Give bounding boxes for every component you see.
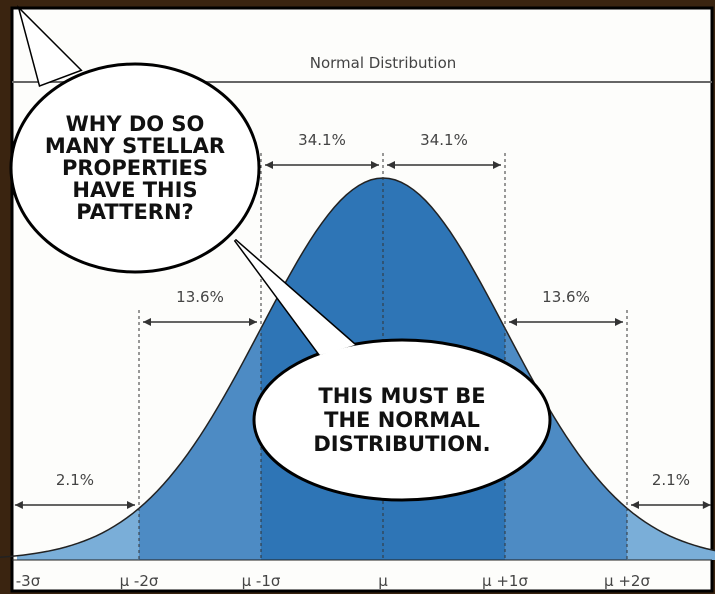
bubble-text: PROPERTIES (62, 156, 208, 180)
axis-label: μ -2σ (120, 572, 159, 590)
axis-label: μ (378, 572, 388, 590)
region-label: 13.6% (176, 288, 224, 306)
bubble-text: WHY DO SO (66, 112, 205, 136)
speech-bubble (252, 338, 552, 502)
bubble-text: MANY STELLAR (45, 134, 225, 158)
axis-label: μ -1σ (242, 572, 281, 590)
axis-label: μ +2σ (604, 572, 650, 590)
bubble-text: HAVE THIS (72, 178, 197, 202)
bubble-text: DISTRIBUTION. (313, 432, 490, 456)
axis-label: -3σ (16, 572, 41, 590)
tail-cover (235, 240, 355, 355)
chart-title: Normal Distribution (310, 54, 457, 72)
region-label: 34.1% (298, 131, 346, 149)
region-label: 2.1% (56, 471, 94, 489)
axis-label: μ +1σ (482, 572, 528, 590)
region (17, 508, 139, 560)
region-label: 13.6% (542, 288, 590, 306)
speech-bubble (9, 62, 261, 274)
bubble-text: PATTERN? (76, 200, 194, 224)
tail-cover (20, 10, 80, 85)
bubble-text: THIS MUST BE (318, 384, 485, 408)
region (627, 508, 715, 560)
region-label: 34.1% (420, 131, 468, 149)
annotations: 2.1% 13.6% 34.1% 34.1% 13.6% 2.1% -3σ μ -2σ μ -1… (14, 131, 711, 590)
region-label: 2.1% (652, 471, 690, 489)
arrow-head (631, 501, 711, 509)
bubble-text: THE NORMAL (324, 408, 480, 432)
